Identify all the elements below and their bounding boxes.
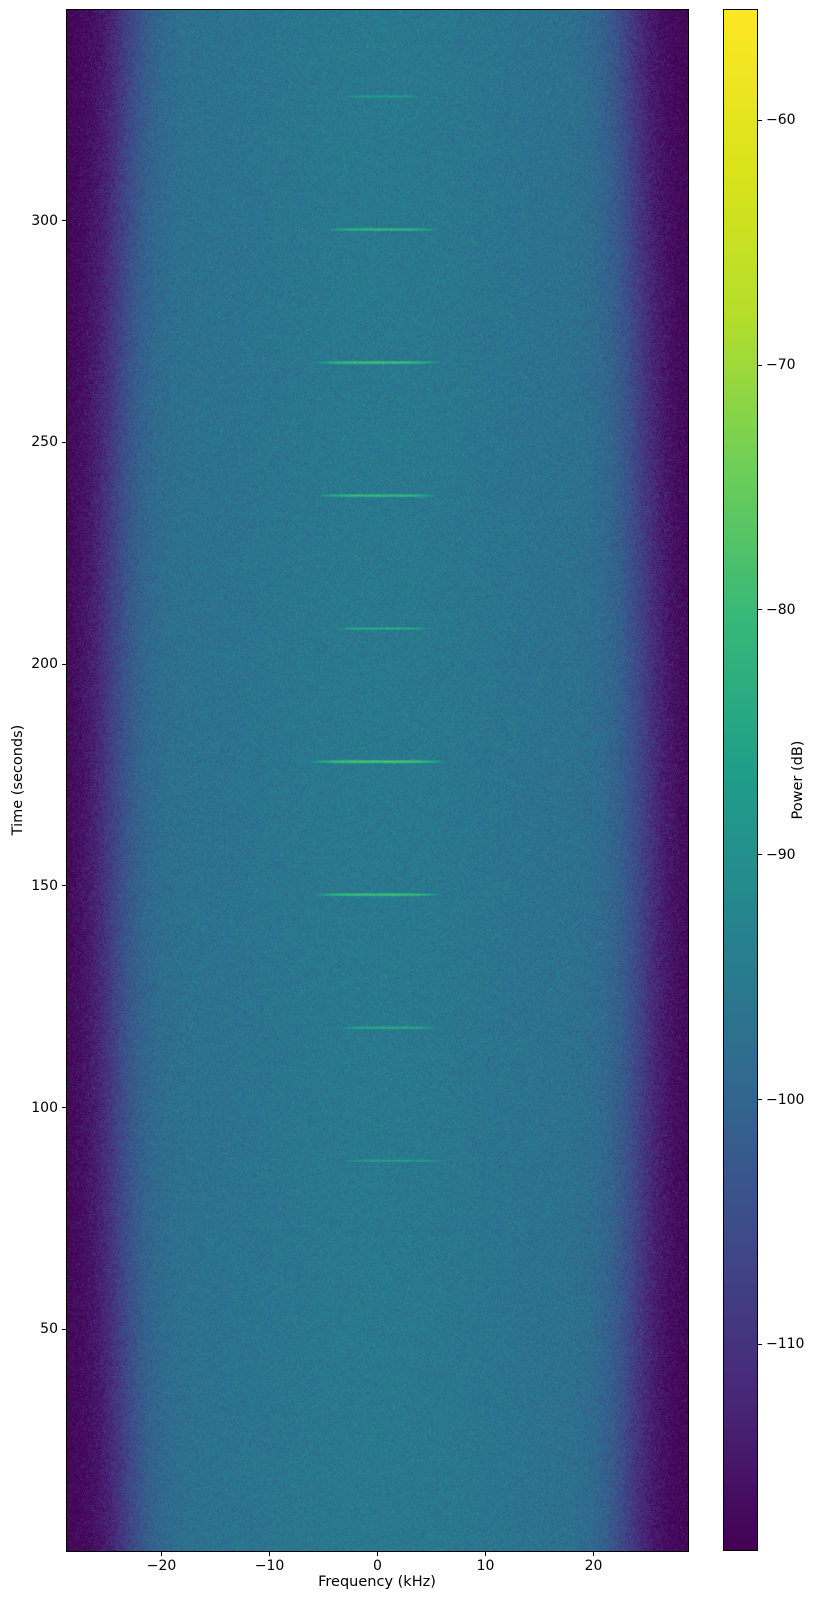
colorbar-label: Power (dB) xyxy=(790,740,806,820)
colorbar-tick-label: −110 xyxy=(766,1336,805,1353)
x-tick-label: −20 xyxy=(146,1558,177,1574)
x-tick-label: −10 xyxy=(254,1558,285,1574)
plot-border xyxy=(66,9,689,1552)
y-tick-label: 50 xyxy=(40,1321,58,1338)
x-tick xyxy=(269,1552,270,1556)
x-axis-label: Frequency (kHz) xyxy=(318,1574,436,1590)
y-tick xyxy=(62,1328,66,1330)
y-tick xyxy=(62,885,66,887)
colorbar-gradient xyxy=(724,10,757,1550)
colorbar-border xyxy=(723,9,758,1551)
y-tick xyxy=(62,220,66,222)
y-tick xyxy=(62,1107,66,1109)
spectrogram-heatmap xyxy=(67,10,688,1551)
y-tick-label: 100 xyxy=(31,1099,58,1116)
colorbar-tick xyxy=(758,854,762,856)
y-tick-label: 250 xyxy=(31,434,58,451)
y-tick-label: 300 xyxy=(31,212,58,229)
colorbar-tick xyxy=(758,364,762,366)
colorbar-tick-label: −100 xyxy=(766,1091,805,1108)
colorbar-tick xyxy=(758,119,762,121)
colorbar-tick-label: −60 xyxy=(766,112,796,129)
colorbar-tick-label: −70 xyxy=(766,357,796,373)
y-axis-label: Time (seconds) xyxy=(10,724,26,836)
x-tick xyxy=(485,1552,486,1556)
x-tick xyxy=(377,1552,378,1556)
colorbar-tick xyxy=(758,1099,762,1100)
y-tick xyxy=(62,663,66,665)
colorbar-tick xyxy=(758,1343,762,1345)
y-tick-label: 200 xyxy=(31,656,58,673)
colorbar-tick-label: −80 xyxy=(766,601,796,618)
x-tick-label: 0 xyxy=(373,1558,382,1574)
x-tick xyxy=(161,1552,162,1556)
y-tick xyxy=(62,441,66,443)
colorbar-tick xyxy=(758,609,762,611)
x-tick-label: 20 xyxy=(584,1558,603,1574)
x-tick xyxy=(593,1552,594,1556)
colorbar-tick-label: −90 xyxy=(766,846,796,863)
y-tick-label: 150 xyxy=(31,877,58,894)
x-tick-label: 10 xyxy=(476,1558,495,1574)
